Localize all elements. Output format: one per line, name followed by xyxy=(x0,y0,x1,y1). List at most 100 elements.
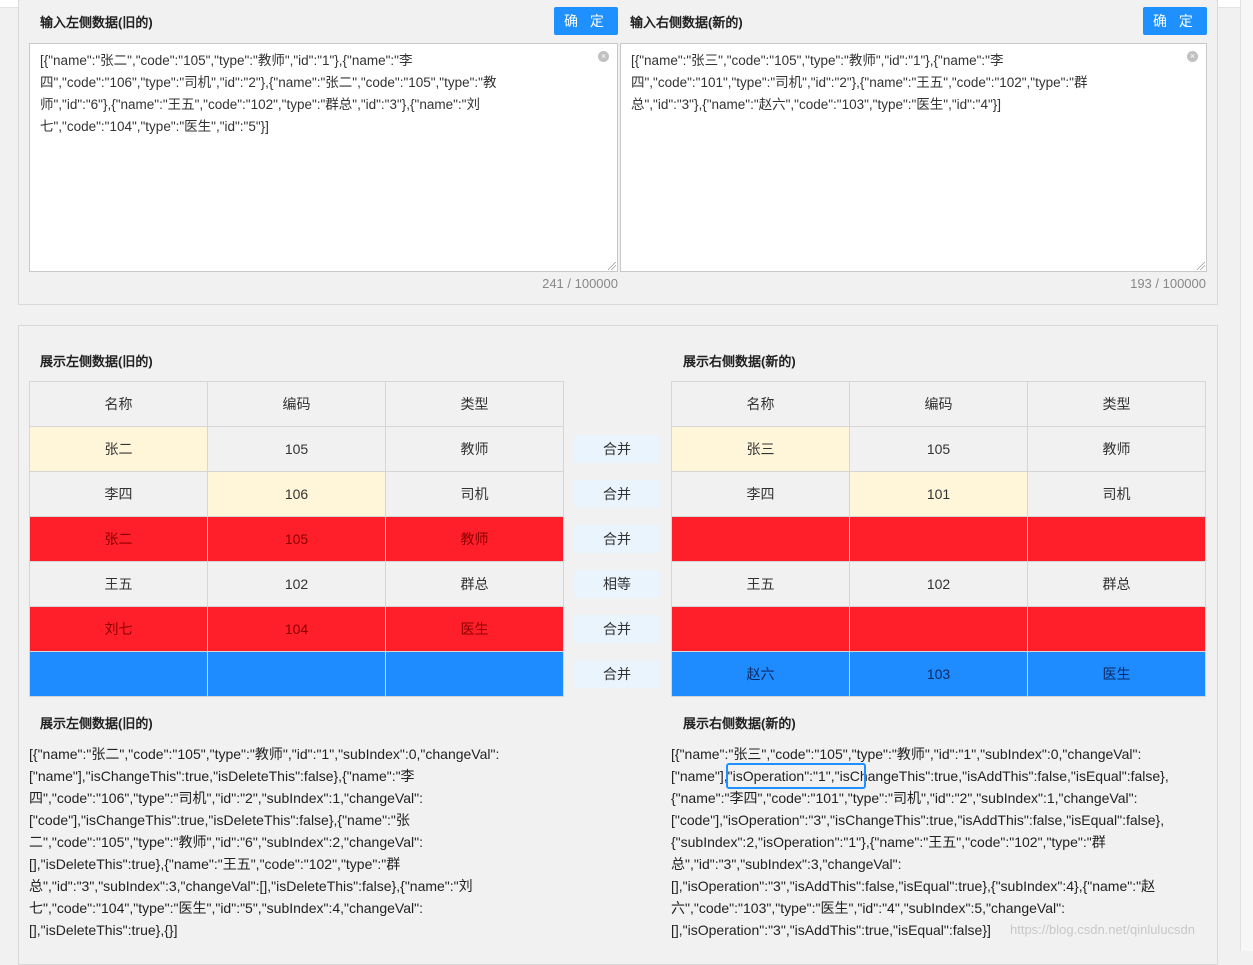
left-char-counter: 241 / 100000 xyxy=(542,276,618,291)
left-name-cell xyxy=(29,651,208,697)
left-json-line: [],"isDeleteThis":true},{"name":"王五","co… xyxy=(29,856,401,872)
merge-button[interactable]: 合并 xyxy=(574,660,660,688)
right-type-cell: 教师 xyxy=(1027,426,1206,472)
right-json-line: ["name"],"isOperation":"1","isChangeThis… xyxy=(671,768,1169,784)
left-json-line: [],"isDeleteThis":true},{}] xyxy=(29,922,178,938)
right-header-type: 类型 xyxy=(1027,381,1206,427)
left-resize-grip-icon[interactable] xyxy=(608,262,616,270)
right-type-cell: 群总 xyxy=(1027,561,1206,607)
left-json-line: 四","code":"106","type":"司机","id":"2","su… xyxy=(29,790,423,806)
left-clear-icon[interactable]: × xyxy=(598,51,609,62)
table-row xyxy=(671,516,1206,562)
isoperation-highlight-box xyxy=(726,763,866,789)
left-type-cell: 教师 xyxy=(385,426,564,472)
right-name-cell xyxy=(671,516,850,562)
right-code-cell: 105 xyxy=(849,426,1028,472)
right-header-code: 编码 xyxy=(849,381,1028,427)
right-name-cell: 赵六 xyxy=(671,651,850,697)
left-name-cell: 李四 xyxy=(29,471,208,517)
right-clear-icon[interactable]: × xyxy=(1187,51,1198,62)
right-input-text: [{"name":"张三","code":"105","type":"教师","… xyxy=(631,50,1178,116)
left-type-cell: 群总 xyxy=(385,561,564,607)
right-name-cell: 张三 xyxy=(671,426,850,472)
left-confirm-button[interactable]: 确 定 xyxy=(554,7,618,35)
right-type-cell xyxy=(1027,516,1206,562)
left-name-cell: 王五 xyxy=(29,561,208,607)
left-json-title: 展示左侧数据(旧的) xyxy=(40,716,153,731)
right-type-cell: 司机 xyxy=(1027,471,1206,517)
left-type-cell: 司机 xyxy=(385,471,564,517)
table-row: 李四 106 司机 xyxy=(29,471,564,517)
right-code-cell xyxy=(849,516,1028,562)
left-code-cell: 102 xyxy=(207,561,386,607)
equal-button[interactable]: 相等 xyxy=(574,570,660,598)
left-json-line: 七","code":"104","type":"医生","id":"5","su… xyxy=(29,900,423,916)
left-input-title: 输入左侧数据(旧的) xyxy=(40,15,153,30)
right-input-textarea[interactable]: [{"name":"张三","code":"105","type":"教师","… xyxy=(620,43,1207,272)
table-row xyxy=(29,651,564,697)
right-char-counter: 193 / 100000 xyxy=(1130,276,1206,291)
left-name-cell: 张二 xyxy=(29,426,208,472)
watermark: https://blog.csdn.net/qinlulucsdn xyxy=(1010,922,1196,937)
left-header-name: 名称 xyxy=(29,381,208,427)
right-json-line: [{"name":"张三","code":"105","type":"教师","… xyxy=(671,746,1142,762)
left-data-table: 名称 编码 类型 张二 105 教师 李四 106 司机 张二 105 教师 王五 102 群总 刘七 104… xyxy=(29,381,564,697)
left-type-cell: 教师 xyxy=(385,516,564,562)
right-name-cell: 李四 xyxy=(671,471,850,517)
merge-button[interactable]: 合并 xyxy=(574,435,660,463)
left-json-line: 二","code":"105","type":"教师","id":"6","su… xyxy=(29,834,423,850)
right-json-title: 展示右侧数据(新的) xyxy=(683,716,796,731)
left-name-cell: 张二 xyxy=(29,516,208,562)
left-json-line: ["code"],"isChangeThis":true,"isDeleteTh… xyxy=(29,812,410,828)
right-json-line: [],"isOperation":"3","isAddThis":true,"i… xyxy=(671,922,991,938)
table-row: 李四 101 司机 xyxy=(671,471,1206,517)
merge-button[interactable]: 合并 xyxy=(574,615,660,643)
left-input-line: 七","code":"104","type":"医生","id":"5"}] xyxy=(40,119,269,134)
table-row xyxy=(671,606,1206,652)
right-data-table: 名称 编码 类型 张三 105 教师 李四 101 司机 王五 102 群总 赵六 103 医生 xyxy=(671,381,1206,697)
merge-button[interactable]: 合并 xyxy=(574,525,660,553)
left-json-output: [{"name":"张二","code":"105","type":"教师","… xyxy=(29,743,589,941)
right-json-line: [],"isOperation":"3","isAddThis":false,"… xyxy=(671,878,1156,894)
left-input-line: 师","id":"6"},{"name":"王五","code":"102","… xyxy=(40,97,480,112)
page-scrollbar[interactable] xyxy=(1240,0,1253,951)
table-row: 张三 105 教师 xyxy=(671,426,1206,472)
left-header-code: 编码 xyxy=(207,381,386,427)
left-input-text: [{"name":"张二","code":"105","type":"教师","… xyxy=(40,50,589,138)
right-json-line: 六","code":"103","type":"医生","id":"4","su… xyxy=(671,900,1065,916)
right-input-line: 总","id":"3"},{"name":"赵六","code":"103","… xyxy=(631,97,1002,112)
right-code-cell: 102 xyxy=(849,561,1028,607)
right-confirm-button[interactable]: 确 定 xyxy=(1143,7,1207,35)
left-type-cell xyxy=(385,651,564,697)
right-table-header-row: 名称 编码 类型 xyxy=(671,381,1206,427)
left-code-cell: 104 xyxy=(207,606,386,652)
right-table-title: 展示右侧数据(新的) xyxy=(683,354,796,369)
right-code-cell xyxy=(849,606,1028,652)
right-json-line: 总","id":"3","subIndex":3,"changeVal": xyxy=(671,856,902,872)
table-row: 刘七 104 医生 xyxy=(29,606,564,652)
left-table-title: 展示左侧数据(旧的) xyxy=(40,354,153,369)
table-row: 王五 102 群总 xyxy=(29,561,564,607)
left-json-line: ["name"],"isChangeThis":true,"isDeleteTh… xyxy=(29,768,415,784)
right-input-title: 输入右侧数据(新的) xyxy=(630,15,743,30)
table-row: 张二 105 教师 xyxy=(29,516,564,562)
left-code-cell: 105 xyxy=(207,516,386,562)
right-code-cell: 101 xyxy=(849,471,1028,517)
right-header-name: 名称 xyxy=(671,381,850,427)
table-row: 赵六 103 医生 xyxy=(671,651,1206,697)
left-json-line: 总","id":"3","subIndex":3,"changeVal":[],… xyxy=(29,878,473,894)
merge-button[interactable]: 合并 xyxy=(574,480,660,508)
left-code-cell xyxy=(207,651,386,697)
right-json-output: [{"name":"张三","code":"105","type":"教师","… xyxy=(671,743,1231,941)
right-name-cell: 王五 xyxy=(671,561,850,607)
table-row: 张二 105 教师 xyxy=(29,426,564,472)
right-name-cell xyxy=(671,606,850,652)
left-input-textarea[interactable]: [{"name":"张二","code":"105","type":"教师","… xyxy=(29,43,618,272)
left-input-line: 四","code":"106","type":"司机","id":"2"},{"… xyxy=(40,75,497,90)
right-json-line: {"subIndex":2,"isOperation":"1"},{"name"… xyxy=(671,834,1106,850)
left-json-line: [{"name":"张二","code":"105","type":"教师","… xyxy=(29,746,500,762)
left-name-cell: 刘七 xyxy=(29,606,208,652)
right-input-line: [{"name":"张三","code":"105","type":"教师","… xyxy=(631,53,1004,68)
right-resize-grip-icon[interactable] xyxy=(1197,262,1205,270)
right-input-line: 四","code":"101","type":"司机","id":"2"},{"… xyxy=(631,75,1088,90)
